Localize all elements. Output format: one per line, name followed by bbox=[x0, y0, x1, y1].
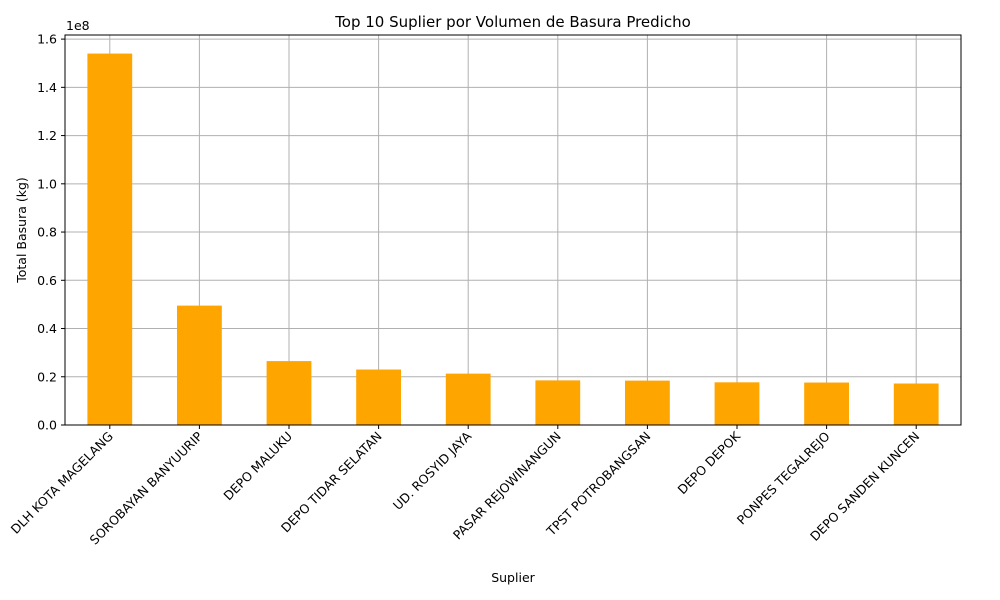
grid-layer bbox=[65, 35, 961, 426]
y-axis-label: Total Basura (kg) bbox=[14, 177, 29, 284]
y-tick-label: 1.2 bbox=[37, 128, 57, 143]
bar bbox=[266, 361, 312, 425]
bar bbox=[177, 305, 222, 425]
bar bbox=[804, 382, 849, 425]
x-tick-label: DLH KOTA MAGELANG bbox=[8, 429, 116, 537]
x-tick-label: TPST POTROBANGSAN bbox=[543, 429, 654, 540]
tick-layer: 0.0 0.2 0.4 0.6 0.8 1.0 1.2 1.4 1.6 DLH KOTA MAGE… bbox=[8, 32, 923, 548]
plot-frame bbox=[64, 34, 962, 426]
x-tick-label: DEPO TIDAR SELATAN bbox=[278, 429, 385, 536]
bar bbox=[893, 383, 939, 425]
x-tick-label: UD. ROSYID JAYA bbox=[390, 428, 475, 513]
bar bbox=[356, 369, 401, 425]
y-tick-label: 1.4 bbox=[37, 80, 57, 95]
y-tick-label: 1.6 bbox=[37, 32, 57, 47]
x-tick-label: DEPO MALUKU bbox=[220, 429, 295, 504]
x-tick-label: PONPES TEGALREJO bbox=[734, 428, 833, 527]
bar bbox=[87, 53, 133, 425]
bar bbox=[445, 373, 491, 425]
bar bbox=[714, 382, 760, 425]
x-tick-label: DEPO DEPOK bbox=[675, 428, 744, 497]
y-tick-label: 0.8 bbox=[37, 225, 57, 240]
bar bbox=[535, 380, 581, 425]
y-tick-label: 0.6 bbox=[37, 273, 57, 288]
bar-layer bbox=[87, 53, 939, 425]
y-tick-label: 0.0 bbox=[37, 418, 57, 433]
chart-title: Top 10 Suplier por Volumen de Basura Pre… bbox=[334, 13, 691, 31]
y-tick-label: 0.2 bbox=[37, 369, 57, 384]
y-axis-offset-label: 1e8 bbox=[66, 18, 90, 33]
x-axis-label: Suplier bbox=[491, 570, 535, 585]
y-tick-label: 0.4 bbox=[37, 321, 57, 336]
bar bbox=[625, 380, 670, 425]
y-tick-label: 1.0 bbox=[37, 176, 57, 191]
